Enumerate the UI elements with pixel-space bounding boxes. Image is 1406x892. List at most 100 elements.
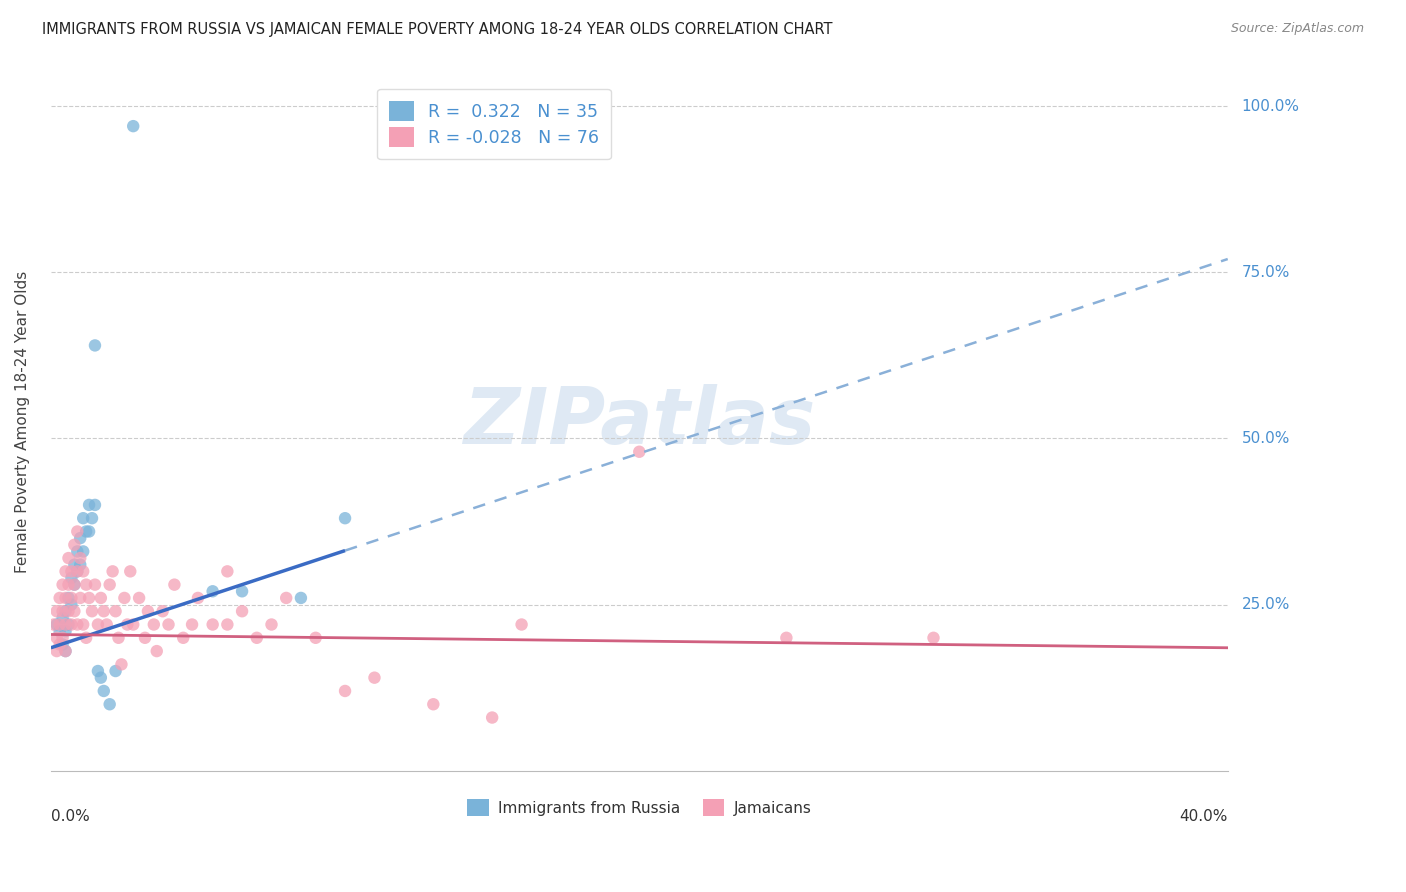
Point [63, 577, 86, 591]
Point [55, 644, 77, 658]
Point [84, 338, 107, 352]
Point [69, 558, 91, 572]
Text: ZIPatlas: ZIPatlas [463, 384, 815, 460]
Point [128, 591, 150, 605]
Point [122, 119, 145, 133]
Point [90, 591, 112, 605]
Point [77, 524, 100, 539]
Point [45, 644, 67, 658]
Point [628, 444, 651, 458]
Point [55, 644, 77, 658]
Point [48, 624, 70, 639]
Point [260, 617, 283, 632]
Point [510, 617, 533, 632]
Point [304, 631, 326, 645]
Point [66, 544, 89, 558]
Point [52, 631, 75, 645]
Point [60, 571, 83, 585]
Y-axis label: Female Poverty Among 18-24 Year Olds: Female Poverty Among 18-24 Year Olds [15, 270, 30, 573]
Text: 0.0%: 0.0% [51, 809, 90, 824]
Point [77, 498, 100, 512]
Point [58, 577, 80, 591]
Point [90, 671, 112, 685]
Text: 40.0%: 40.0% [1180, 809, 1227, 824]
Point [145, 644, 167, 658]
Point [136, 604, 159, 618]
Point [80, 511, 103, 525]
Point [201, 617, 224, 632]
Point [775, 631, 797, 645]
Point [63, 604, 86, 618]
Point [93, 684, 115, 698]
Point [69, 531, 91, 545]
Point [104, 664, 127, 678]
Point [63, 558, 86, 572]
Point [246, 631, 269, 645]
Legend: Immigrants from Russia, Jamaicans: Immigrants from Russia, Jamaicans [461, 792, 817, 822]
Point [63, 538, 86, 552]
Point [55, 604, 77, 618]
Point [55, 565, 77, 579]
Point [52, 611, 75, 625]
Point [66, 565, 89, 579]
Point [72, 544, 94, 558]
Point [55, 617, 77, 632]
Point [75, 577, 97, 591]
Text: 75.0%: 75.0% [1241, 265, 1289, 280]
Point [187, 591, 209, 605]
Point [122, 617, 145, 632]
Text: 100.0%: 100.0% [1241, 99, 1299, 113]
Point [142, 617, 165, 632]
Point [101, 565, 124, 579]
Point [66, 524, 89, 539]
Point [922, 631, 945, 645]
Point [231, 584, 253, 599]
Point [217, 617, 239, 632]
Point [217, 565, 239, 579]
Point [69, 591, 91, 605]
Point [60, 598, 83, 612]
Point [48, 591, 70, 605]
Point [45, 631, 67, 645]
Point [80, 604, 103, 618]
Point [75, 631, 97, 645]
Point [52, 637, 75, 651]
Point [276, 591, 298, 605]
Point [77, 591, 100, 605]
Point [84, 498, 107, 512]
Point [52, 577, 75, 591]
Point [112, 591, 135, 605]
Point [201, 584, 224, 599]
Point [52, 604, 75, 618]
Point [58, 551, 80, 566]
Text: 25.0%: 25.0% [1241, 597, 1289, 612]
Point [60, 617, 83, 632]
Point [45, 617, 67, 632]
Point [96, 617, 118, 632]
Point [98, 698, 121, 712]
Point [84, 577, 107, 591]
Point [333, 684, 356, 698]
Point [481, 710, 503, 724]
Point [69, 551, 91, 566]
Point [55, 591, 77, 605]
Point [110, 657, 132, 672]
Point [134, 631, 156, 645]
Point [45, 604, 67, 618]
Point [60, 565, 83, 579]
Point [107, 631, 129, 645]
Point [290, 591, 312, 605]
Point [93, 604, 115, 618]
Point [172, 631, 194, 645]
Point [72, 511, 94, 525]
Point [117, 617, 139, 632]
Point [63, 577, 86, 591]
Point [104, 604, 127, 618]
Point [363, 671, 385, 685]
Text: IMMIGRANTS FROM RUSSIA VS JAMAICAN FEMALE POVERTY AMONG 18-24 YEAR OLDS CORRELAT: IMMIGRANTS FROM RUSSIA VS JAMAICAN FEMAL… [42, 22, 832, 37]
Point [58, 604, 80, 618]
Point [66, 617, 89, 632]
Point [48, 637, 70, 651]
Point [152, 604, 174, 618]
Point [48, 617, 70, 632]
